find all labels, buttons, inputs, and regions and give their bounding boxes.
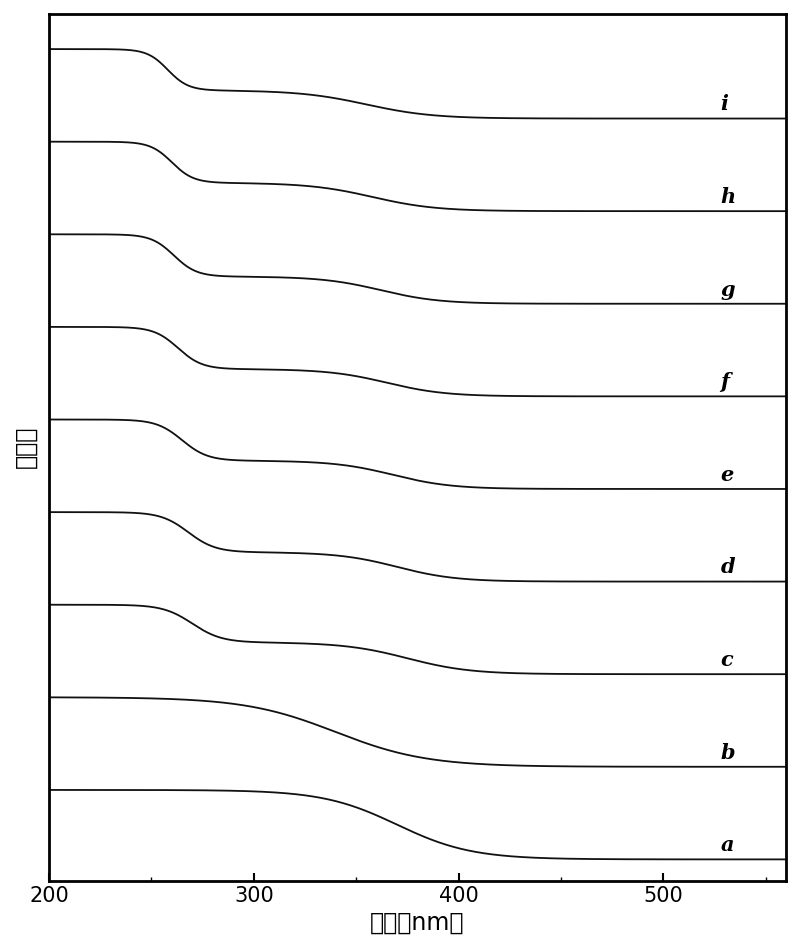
Text: c: c xyxy=(721,650,734,670)
Text: i: i xyxy=(721,94,729,115)
Text: b: b xyxy=(721,743,735,763)
Text: h: h xyxy=(721,187,736,207)
Text: f: f xyxy=(721,372,730,392)
Text: d: d xyxy=(721,557,735,577)
X-axis label: 波长（nm）: 波长（nm） xyxy=(370,911,465,935)
Text: a: a xyxy=(721,835,734,855)
Text: g: g xyxy=(721,280,735,300)
Y-axis label: 吸收度: 吸收度 xyxy=(14,426,38,469)
Text: e: e xyxy=(721,465,734,485)
